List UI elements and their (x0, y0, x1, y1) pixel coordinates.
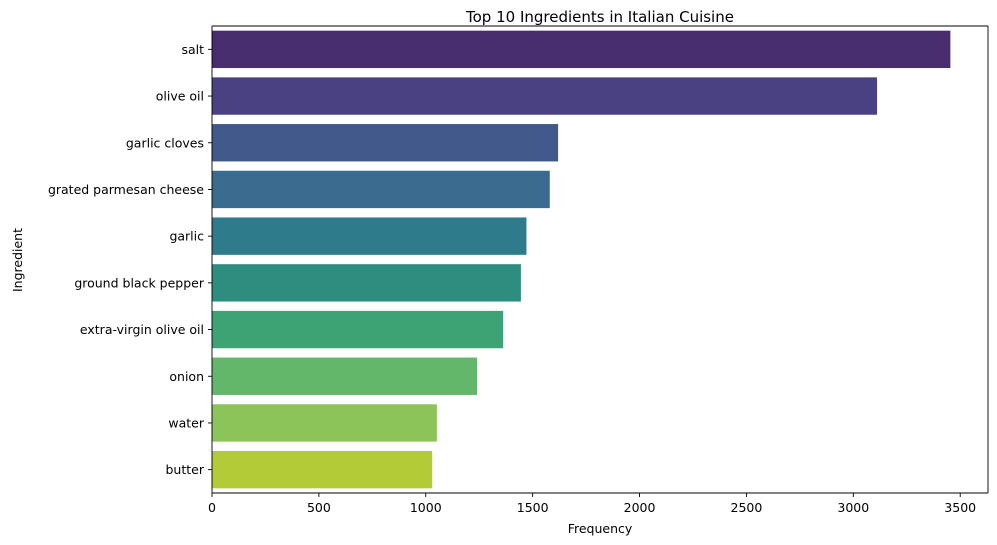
x-tick-label: 1000 (410, 500, 442, 515)
x-tick-label: 1500 (517, 500, 549, 515)
bar-salt (212, 30, 951, 69)
bar-grated-parmesan-cheese (212, 170, 550, 209)
y-tick-label: garlic cloves (126, 135, 204, 150)
y-tick-label: extra-virgin olive oil (80, 322, 204, 337)
y-tick-label: olive oil (156, 89, 204, 104)
y-tick-label: water (168, 415, 204, 430)
y-tick-label: garlic (169, 229, 204, 244)
bar-extra-virgin-olive-oil (212, 310, 504, 349)
bar-butter (212, 450, 433, 489)
x-tick-label: 3000 (837, 500, 869, 515)
chart-title: Top 10 Ingredients in Italian Cuisine (465, 8, 734, 26)
y-axis-label: Ingredient (10, 228, 25, 292)
y-tick-label: onion (169, 369, 204, 384)
y-tick-label: grated parmesan cheese (48, 182, 204, 197)
y-tick-label: salt (181, 42, 204, 57)
y-tick-label: ground black pepper (74, 275, 205, 290)
bar-water (212, 404, 437, 442)
bar-olive-oil (212, 77, 878, 115)
x-tick-label: 0 (208, 500, 216, 515)
x-tick-label: 500 (307, 500, 331, 515)
y-tick-label: butter (166, 462, 205, 477)
x-axis-ticks: 0 500 1000 1500 2000 2500 3000 3500 (208, 493, 976, 515)
x-tick-label: 2000 (624, 500, 656, 515)
bars-group (212, 30, 951, 489)
bar-ground-black-pepper (212, 264, 521, 302)
bar-garlic (212, 217, 527, 255)
x-tick-label: 2500 (731, 500, 763, 515)
bar-garlic-cloves (212, 124, 559, 162)
x-tick-label: 3500 (944, 500, 976, 515)
y-axis-ticks: salt olive oil garlic cloves grated parmesa… (48, 42, 212, 477)
bar-onion (212, 357, 478, 395)
x-axis-label: Frequency (568, 521, 633, 536)
